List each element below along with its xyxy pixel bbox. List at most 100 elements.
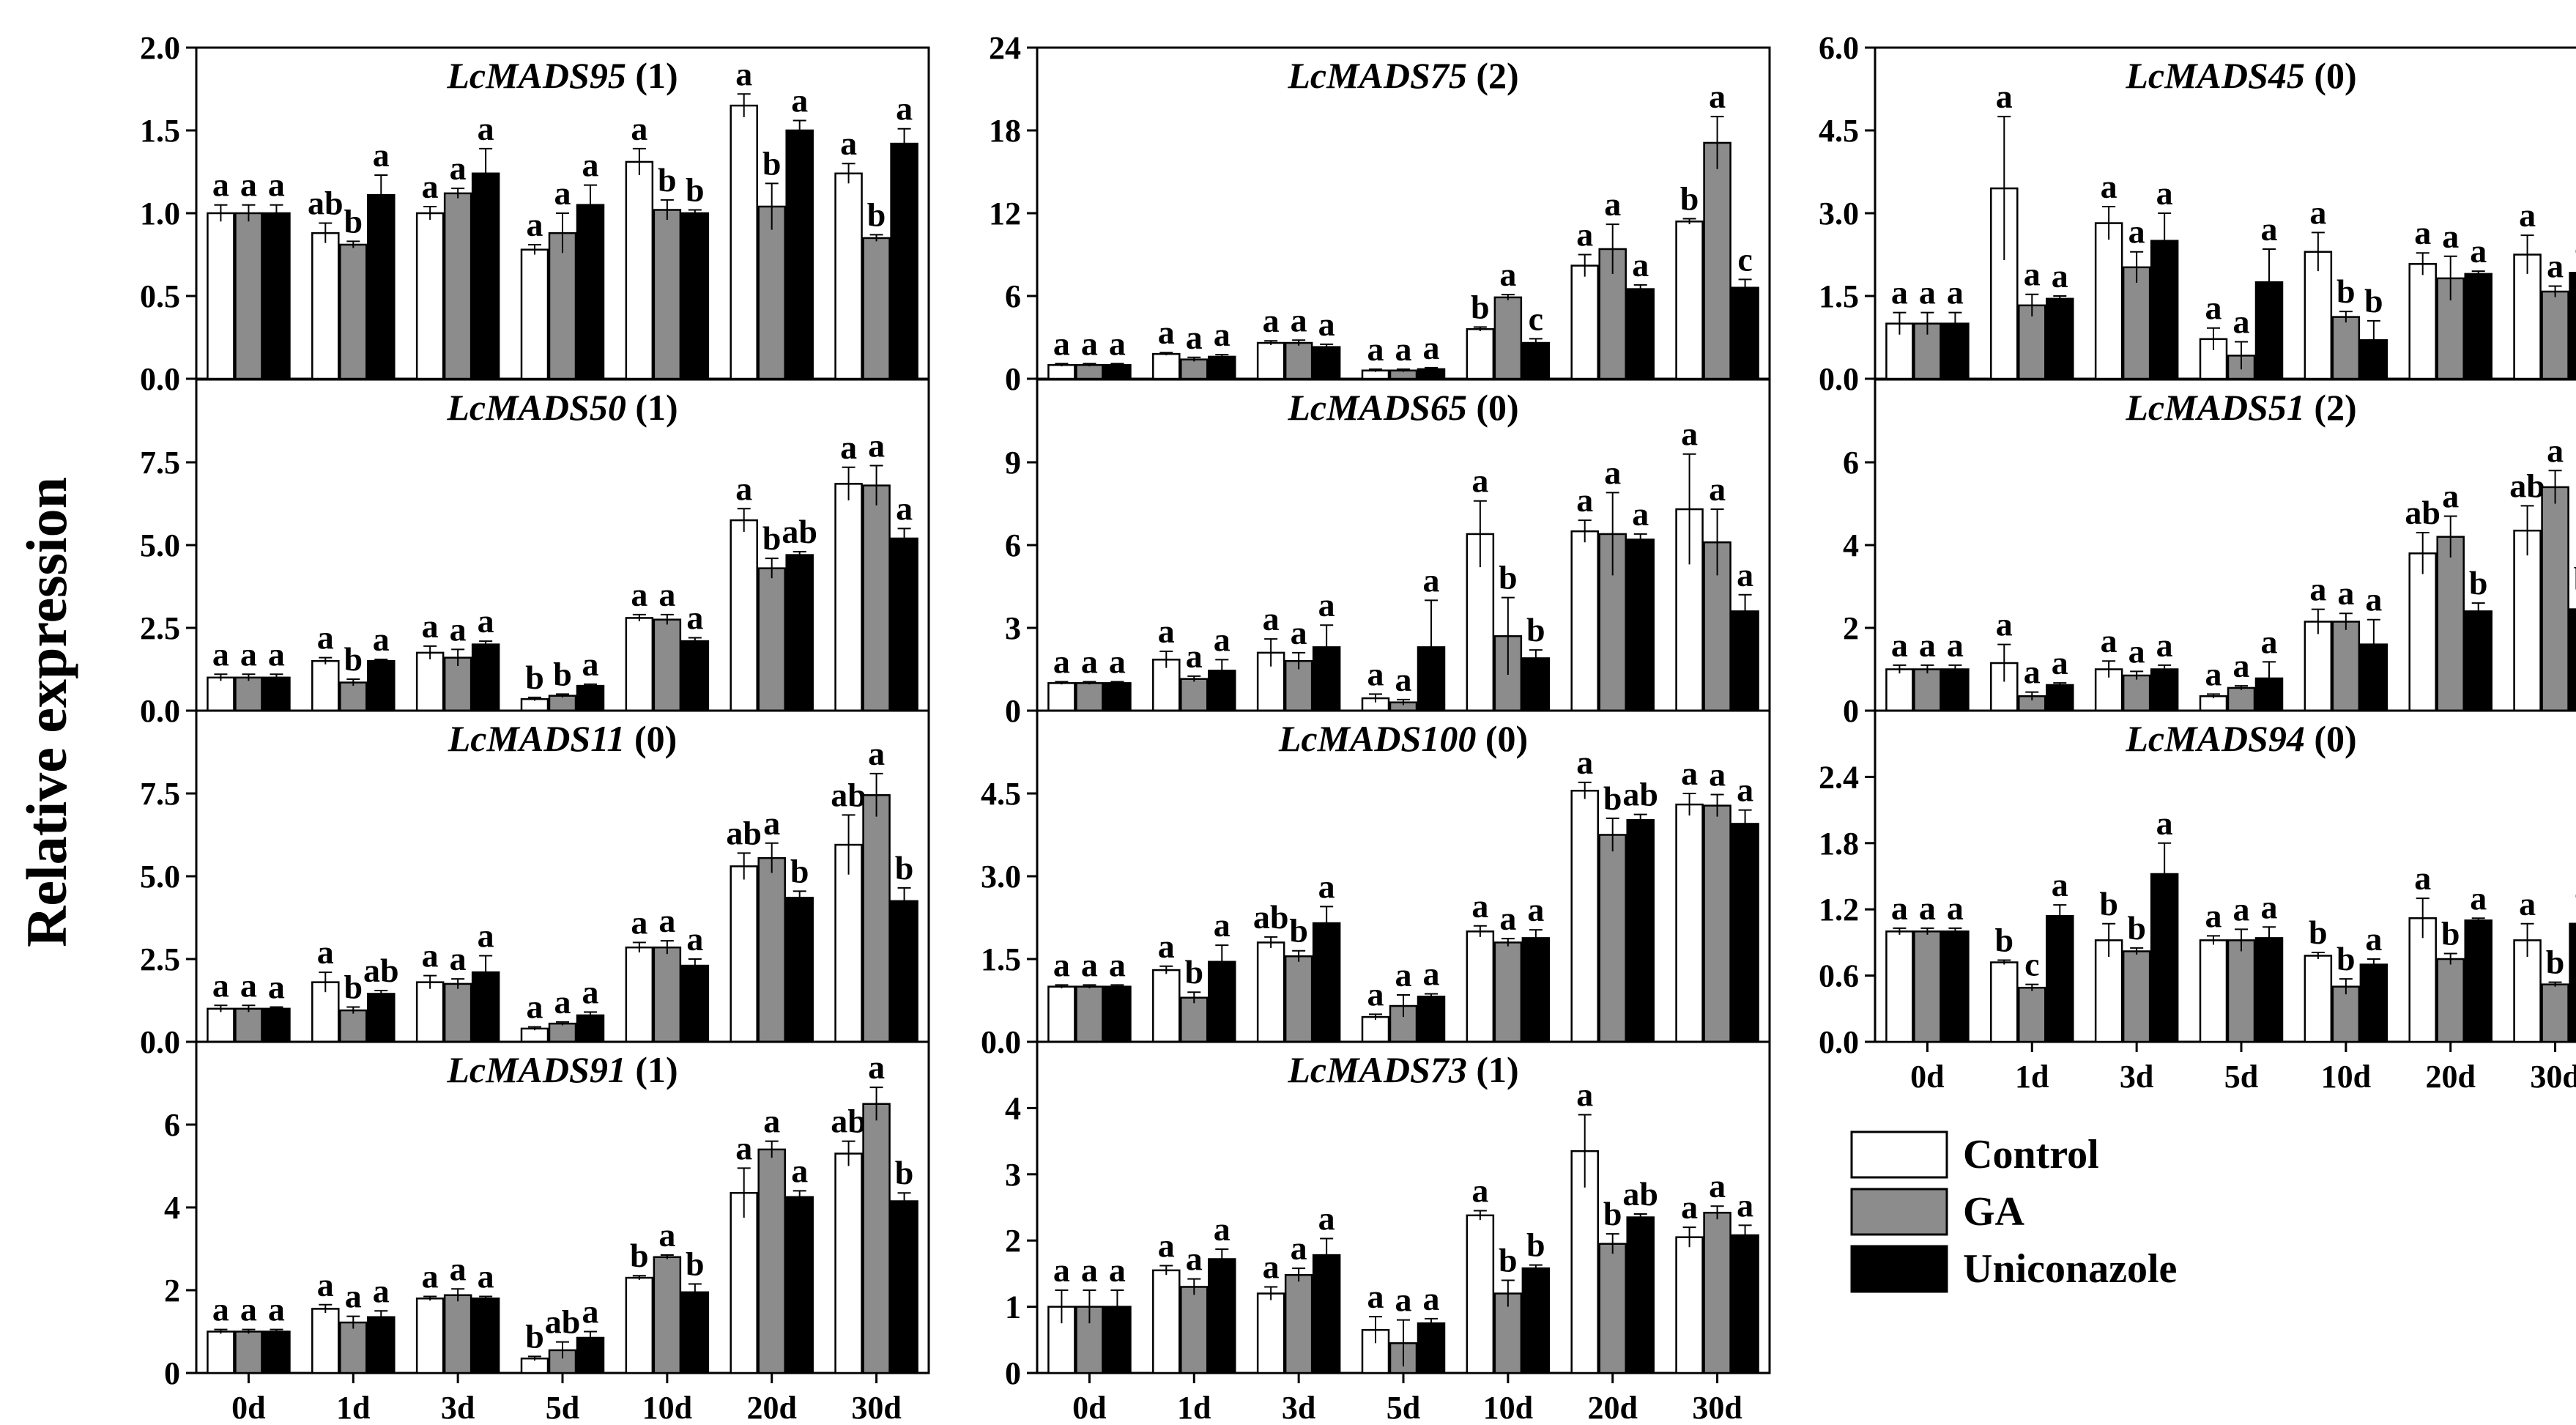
panel-title: LcMADS95 (1) (446, 55, 678, 96)
bar-Control-30d (2513, 939, 2542, 1043)
x-tick-label: 3d (2120, 1059, 2153, 1095)
significance-letter: a (2470, 879, 2487, 917)
significance-letter: b (1184, 953, 1203, 991)
bar-Control-5d (1361, 1015, 1390, 1043)
bar-GA-1d (1180, 678, 1209, 712)
significance-letter: b (686, 1246, 705, 1283)
bar-Uniconazole-5d (576, 1014, 605, 1043)
bar-GA-1d (339, 243, 368, 380)
significance-letter: ab (1253, 898, 1289, 936)
significance-letter: b (1499, 559, 1518, 596)
significance-letter: a (2024, 256, 2041, 293)
bar-GA-3d (443, 192, 472, 380)
significance-letter: b (2099, 885, 2118, 922)
bar-Uniconazole-1d (367, 193, 396, 380)
significance-letter: a (2024, 654, 2041, 691)
significance-letter: a (212, 166, 229, 204)
gene-name: LcMADS100 (1278, 718, 1476, 759)
y-tick-label: 4 (164, 1190, 180, 1226)
bar-Uniconazole-0d (262, 212, 291, 380)
gene-name: LcMADS11 (448, 718, 626, 759)
bar-GA-10d (1493, 296, 1523, 380)
significance-letter: a (240, 166, 257, 204)
significance-letter: b (1680, 180, 1699, 218)
significance-letter: a (240, 635, 257, 673)
bar-GA-10d (653, 618, 682, 712)
bar-Uniconazole-30d (890, 537, 918, 712)
significance-letter: a (1318, 867, 1335, 905)
significance-letter: a (422, 168, 439, 205)
significance-letter: ab (2509, 467, 2545, 504)
bar-Control-0d (1885, 668, 1914, 712)
x-tick-label: 5d (1387, 1390, 1420, 1425)
significance-letter: a (631, 576, 647, 613)
significance-letter: a (2233, 890, 2250, 928)
significance-letter: a (2575, 226, 2576, 263)
gene-count: (0) (1467, 387, 1519, 428)
significance-letter: a (1527, 891, 1544, 928)
significance-letter: a (1291, 614, 1307, 651)
significance-letter: b (2441, 914, 2460, 952)
significance-letter: a (212, 966, 229, 1004)
significance-letter: a (868, 427, 885, 464)
legend-swatch-Uniconazole (1850, 1245, 1948, 1293)
significance-letter: a (1053, 643, 1070, 680)
bar-Uniconazole-20d (2464, 273, 2493, 380)
significance-letter: ab (831, 776, 866, 813)
significance-letter: b (553, 655, 572, 692)
gene-count: (1) (626, 1049, 678, 1090)
bar-Control-30d (834, 172, 863, 380)
x-tick-label: 20d (746, 1390, 796, 1425)
panel-title: LcMADS75 (2) (1287, 55, 1518, 96)
significance-letter: b (2336, 273, 2356, 310)
legend-label-GA: GA (1963, 1189, 2025, 1235)
bar-Control-20d (1570, 530, 1599, 712)
y-tick-label: 0.0 (1819, 1024, 1859, 1060)
bar-Control-1d (1990, 961, 2019, 1043)
bar-Uniconazole-1d (367, 1316, 396, 1374)
bar-GA-20d (757, 856, 786, 1043)
legend: Control GA Uniconazole (1850, 1130, 2177, 1293)
bar-Uniconazole-1d (367, 993, 396, 1043)
significance-letter: a (1263, 302, 1280, 339)
significance-letter: a (2128, 632, 2145, 670)
bar-Control-0d (1047, 363, 1076, 380)
bar-Control-0d (207, 1007, 235, 1043)
significance-letter: a (1053, 1251, 1070, 1289)
bar-GA-30d (2541, 983, 2569, 1043)
significance-letter: a (2470, 232, 2487, 270)
bar-GA-5d (2227, 686, 2256, 712)
significance-letter: a (631, 110, 647, 147)
y-tick-label: 2.5 (140, 941, 180, 977)
significance-letter: a (373, 1272, 390, 1309)
bar-Control-5d (520, 1027, 549, 1043)
significance-letter: a (1709, 78, 1726, 115)
y-tick-label: 0.0 (140, 693, 180, 729)
significance-letter: b (344, 202, 363, 240)
bar-GA-30d (1703, 141, 1731, 380)
significance-letter: a (478, 602, 494, 640)
y-tick-label: 6 (1005, 528, 1021, 563)
significance-letter: a (2205, 289, 2222, 327)
significance-letter: a (212, 635, 229, 673)
significance-letter: a (317, 1266, 334, 1303)
y-tick-label: 0.0 (981, 1024, 1021, 1060)
bar-Uniconazole-1d (367, 659, 396, 712)
bar-Uniconazole-0d (262, 676, 291, 712)
x-tick-label: 10d (1483, 1390, 1533, 1425)
significance-letter: a (1891, 889, 1908, 927)
bar-Uniconazole-0d (262, 1330, 291, 1374)
significance-letter: a (1081, 1251, 1098, 1289)
significance-letter: a (658, 1216, 675, 1254)
bar-Uniconazole-10d (680, 212, 710, 380)
bar-GA-0d (234, 1330, 263, 1374)
significance-letter: a (1109, 325, 1126, 362)
bar-GA-30d (862, 237, 891, 380)
significance-letter: a (582, 147, 599, 184)
bar-Control-10d (1466, 930, 1495, 1043)
bar-Control-1d (1152, 352, 1181, 380)
